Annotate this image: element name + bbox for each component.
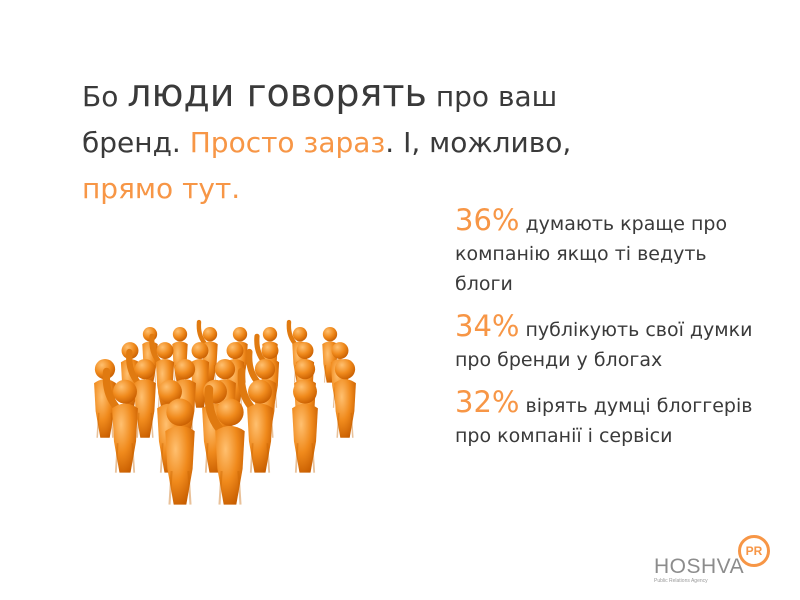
stat-percent: 32% <box>455 385 519 419</box>
company-logo: HOSHVA Public Relations Agency PR <box>648 535 778 585</box>
logo-badge-text: PR <box>741 538 767 564</box>
headline-accent-now: Просто зараз <box>190 126 386 159</box>
person-figure <box>292 380 318 473</box>
crowd-illustration <box>70 310 400 505</box>
headline-emphasis: люди говорять <box>127 71 427 115</box>
headline-accent-here: прямо тут. <box>82 172 240 205</box>
person-figure <box>334 359 356 438</box>
person-figure <box>165 399 194 505</box>
stat-item: 36% думають краще про компанію якщо ті в… <box>455 205 755 299</box>
crowd-figures <box>94 322 356 504</box>
stats-list: 36% думають краще про компанію якщо ті в… <box>455 205 755 463</box>
person-figure <box>241 371 273 472</box>
stat-item: 32% вірять думці блоггерів про компанії … <box>455 387 755 451</box>
stat-percent: 34% <box>455 309 519 343</box>
headline: Бо люди говорять про ваш бренд. Просто з… <box>82 70 662 212</box>
logo-badge: PR <box>738 535 770 567</box>
headline-part-1: Бо <box>82 80 127 113</box>
stat-item: 34% публікують свої думки про бренди у б… <box>455 311 755 375</box>
logo-name: HOSHVA <box>654 555 744 579</box>
logo-tagline: Public Relations Agency <box>654 578 708 584</box>
headline-part-5: . І, можливо, <box>385 126 571 159</box>
stat-percent: 36% <box>455 203 519 237</box>
